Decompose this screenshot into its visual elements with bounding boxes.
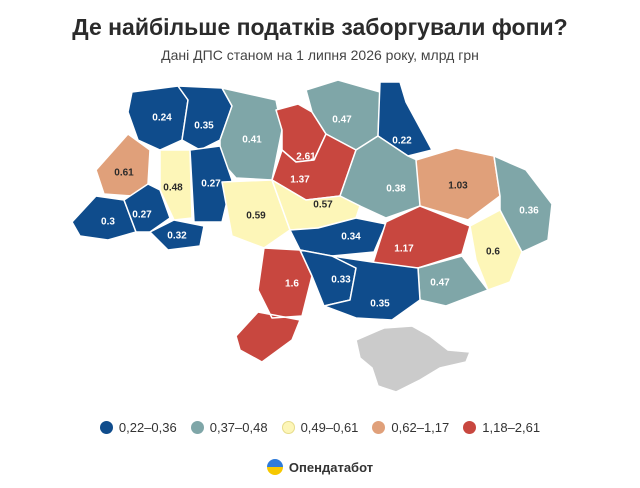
region-shape <box>95 133 151 197</box>
region-value-label: 0.22 <box>392 136 412 147</box>
region-shape <box>235 247 313 363</box>
brand-footer: Опендатабот <box>0 459 640 475</box>
legend-label: 1,18–2,61 <box>482 420 541 435</box>
region-value-label: 1.03 <box>448 181 468 192</box>
region-value-label: 0.24 <box>152 113 172 124</box>
region-shape <box>123 183 171 233</box>
legend-label: 0,37–0,48 <box>209 420 268 435</box>
region-value-label: 0.35 <box>370 299 390 310</box>
region-value-label: 0.61 <box>114 168 134 179</box>
opendatabot-logo-icon <box>266 459 283 475</box>
map-title: Де найбільше податків заборгували фопи? <box>72 14 568 40</box>
legend-dot-icon <box>281 421 295 434</box>
region-value-label: 1.6 <box>285 279 299 290</box>
legend-item: 0,62–1,17 <box>372 420 449 435</box>
region-shape <box>149 219 205 251</box>
region-shape <box>469 209 523 291</box>
legend-label: 0,49–0,61 <box>300 420 359 435</box>
region-value-label: 0.36 <box>519 206 539 217</box>
crimea-shape <box>355 325 472 393</box>
region-value-label: 1.17 <box>394 244 414 255</box>
legend-label: 0,22–0,36 <box>118 420 177 435</box>
region-value-label: 0.47 <box>332 115 352 126</box>
region-shape <box>159 149 193 221</box>
region-value-label: 0.35 <box>194 121 214 132</box>
region-value-label: 0.59 <box>246 211 266 222</box>
region-shape <box>221 179 291 249</box>
region-value-label: 2.61 <box>296 152 316 163</box>
legend-label: 0,62–1,17 <box>391 420 450 435</box>
legend-item: 1,18–2,61 <box>463 420 540 435</box>
region-value-label: 0.27 <box>201 179 221 190</box>
region-value-label: 0.27 <box>132 210 152 221</box>
region-value-label: 0.38 <box>386 184 406 195</box>
region-value-label: 0.47 <box>430 278 450 289</box>
region-value-label: 0.32 <box>167 231 187 242</box>
legend-item: 0,49–0,61 <box>281 420 359 435</box>
legend-item: 0,37–0,48 <box>190 420 268 435</box>
region-value-label: 0.3 <box>101 217 115 228</box>
map-legend: 0,22–0,36 0,37–0,48 0,49–0,61 0,62–1,17 … <box>0 420 640 435</box>
region-value-label: 0.6 <box>486 247 500 258</box>
region-value-label: 0.48 <box>163 183 183 194</box>
region-value-label: 1.37 <box>290 175 310 186</box>
region-value-label: 0.33 <box>331 275 351 286</box>
legend-dot-icon <box>463 421 477 434</box>
brand-name: Опендатабот <box>288 459 374 475</box>
legend-item: 0,22–0,36 <box>99 420 177 435</box>
region-value-label: 0.41 <box>242 135 262 146</box>
legend-dot-icon <box>372 421 386 434</box>
region-value-label: 0.34 <box>341 232 361 243</box>
region-shape <box>323 255 421 321</box>
map-subtitle: Дані ДПС станом на 1 липня 2026 року, мл… <box>161 47 479 63</box>
legend-dot-icon <box>190 421 204 434</box>
region-value-label: 0.57 <box>313 200 333 211</box>
legend-dot-icon <box>99 421 113 434</box>
